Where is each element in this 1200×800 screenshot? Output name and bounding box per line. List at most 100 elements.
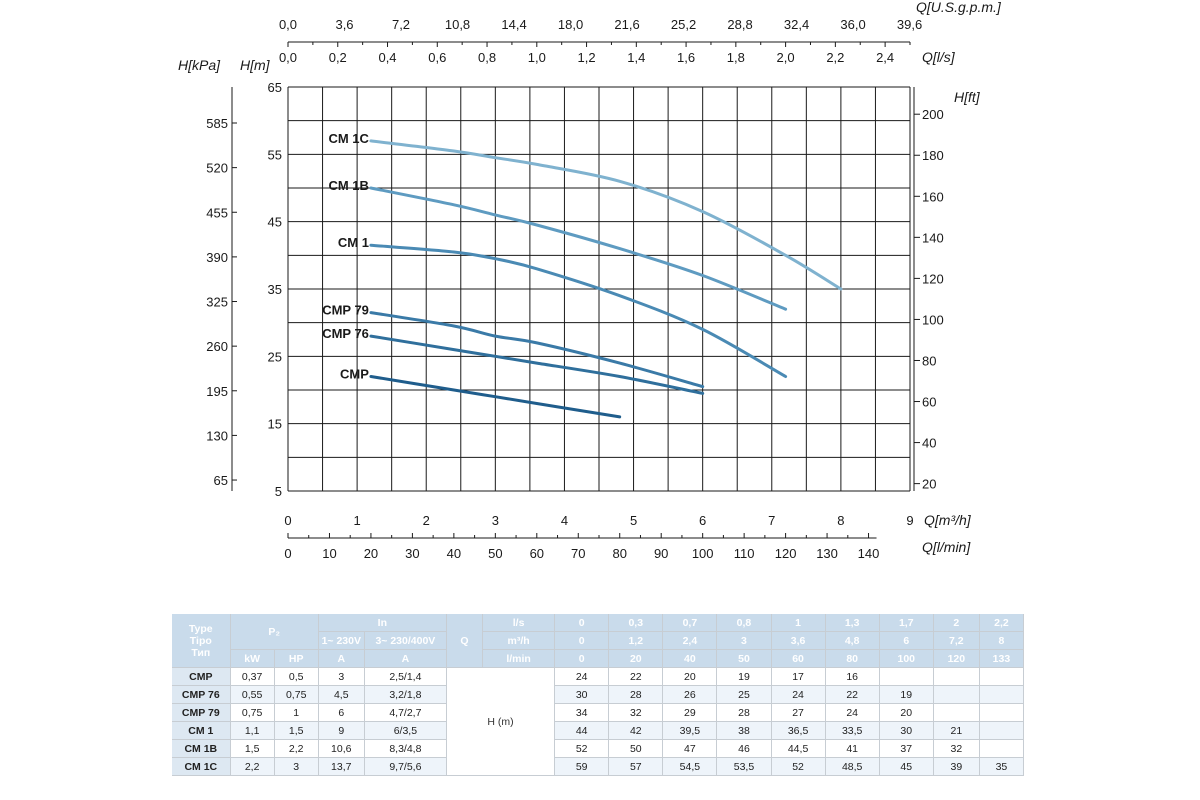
flow-m3h-cell: 1,2: [608, 631, 664, 650]
table-header-row-lmin: kW HP A A l/min 0 20 40 50 60 80 100 120…: [172, 649, 1025, 668]
q-m3h-tick-label: 2: [423, 513, 430, 528]
q-m3h-axis-title: Q[m³/h]: [924, 512, 972, 528]
flow-m3h-cell: 7,2: [933, 631, 980, 650]
head-value-cell: 50: [608, 739, 664, 758]
current-3ph-cell: 6/3,5: [364, 721, 447, 740]
q-usgpm-tick-label: 0,0: [279, 17, 297, 32]
head-value-cell: 32: [608, 703, 664, 722]
h-kpa-tick-label: 455: [206, 205, 228, 220]
curve-label-cmp-76: CMP 76: [322, 326, 369, 341]
h-ft-tick-label: 140: [922, 230, 944, 245]
head-value-cell: 42: [608, 721, 664, 740]
flow-ls-cell: 1,7: [879, 614, 934, 632]
table-row: CM 1 1,1 1,5 9 6/3,5 44 42 39,5 38 36,5 33,5 30 21: [172, 721, 1025, 740]
unit-m3h: m³/h: [482, 631, 556, 650]
head-value-cell: 17: [771, 667, 826, 686]
chart-axes: 5152535455565651301952603253904555205852…: [206, 17, 943, 561]
curve-label-cmp-79: CMP 79: [322, 303, 369, 318]
q-ls-axis-title: Q[l/s]: [922, 49, 956, 65]
hp-cell: 1,5: [274, 721, 319, 740]
h-ft-tick-label: 120: [922, 271, 944, 286]
q-m3h-tick-label: 1: [353, 513, 360, 528]
q-ls-tick-label: 1,0: [528, 50, 546, 65]
flow-ls-cell: 0: [554, 614, 610, 632]
a-three-header: A: [364, 649, 447, 668]
q-lmin-tick-label: 30: [405, 546, 419, 561]
curve-cmp: [369, 375, 622, 419]
head-value-cell: 57: [608, 757, 664, 776]
head-value-cell: 20: [879, 703, 934, 722]
kw-cell: 0,37: [230, 667, 275, 686]
hp-cell: 1: [274, 703, 319, 722]
q-ls-tick-label: 0,8: [478, 50, 496, 65]
head-value-cell: 22: [825, 685, 880, 704]
current-1ph-cell: 4,5: [318, 685, 365, 704]
curve-label-cm-1: CM 1: [338, 235, 369, 250]
table-header-row-m3h: 1~ 230V 3~ 230/400V m³/h 0 1,2 2,4 3 3,6…: [172, 631, 1025, 650]
q-lmin-tick-label: 70: [571, 546, 585, 561]
curve-cm-1c: [369, 139, 843, 291]
head-value-cell: 34: [554, 703, 610, 722]
head-value-cell: 28: [608, 685, 664, 704]
h-kpa-tick-label: 585: [206, 116, 228, 131]
q-lmin-tick-label: 0: [284, 546, 291, 561]
flow-m3h-cell: 8: [979, 631, 1025, 650]
hp-cell: 0,5: [274, 667, 319, 686]
q-m3h-tick-label: 6: [699, 513, 706, 528]
current-3ph-cell: 2,5/1,4: [364, 667, 447, 686]
flow-ls-cell: 1: [771, 614, 826, 632]
head-value-cell: 28: [716, 703, 772, 722]
head-value-cell: [933, 667, 980, 686]
head-value-cell: 30: [554, 685, 610, 704]
hp-cell: 3: [274, 757, 319, 776]
in-single-phase-header: 1~ 230V: [318, 631, 365, 650]
head-value-cell: 26: [662, 685, 718, 704]
q-ls-tick-label: 2,4: [876, 50, 894, 65]
q-usgpm-tick-label: 36,0: [840, 17, 865, 32]
table-body: CMP 0,37 0,5 3 2,5/1,4 H (m) 24 22 20 19 17 16 CMP 7…: [172, 667, 1025, 776]
q-ls-tick-label: 2,2: [826, 50, 844, 65]
current-3ph-cell: 3,2/1,8: [364, 685, 447, 704]
flow-lmin-cell: 120: [933, 649, 980, 668]
q-header: Q: [446, 614, 484, 668]
flow-ls-cell: 0,7: [662, 614, 718, 632]
head-value-cell: 39,5: [662, 721, 718, 740]
head-value-cell: [933, 685, 980, 704]
q-usgpm-tick-label: 28,8: [727, 17, 752, 32]
h-kpa-tick-label: 195: [206, 384, 228, 399]
q-ls-tick-label: 0,4: [378, 50, 396, 65]
head-value-cell: 54,5: [662, 757, 718, 776]
h-ft-tick-label: 180: [922, 148, 944, 163]
flow-m3h-cell: 3: [716, 631, 772, 650]
h-m-tick-label: 35: [268, 282, 282, 297]
q-ls-tick-label: 0,6: [428, 50, 446, 65]
h-ft-tick-label: 40: [922, 436, 936, 451]
h-kpa-axis-title: H[kPa]: [178, 57, 221, 73]
current-3ph-cell: 8,3/4,8: [364, 739, 447, 758]
q-ls-tick-label: 0,2: [329, 50, 347, 65]
head-value-cell: 36,5: [771, 721, 826, 740]
flow-m3h-cell: 6: [879, 631, 934, 650]
h-ft-tick-label: 20: [922, 477, 936, 492]
flow-m3h-cell: 2,4: [662, 631, 718, 650]
kw-cell: 1,5: [230, 739, 275, 758]
q-ls-tick-label: 2,0: [777, 50, 795, 65]
q-usgpm-tick-label: 10,8: [445, 17, 470, 32]
current-1ph-cell: 10,6: [318, 739, 365, 758]
kw-cell: 1,1: [230, 721, 275, 740]
flow-lmin-cell: 40: [662, 649, 718, 668]
h-ft-tick-label: 160: [922, 189, 944, 204]
table-row: CM 1B 1,5 2,2 10,6 8,3/4,8 52 50 47 46 44,5 41 37 32: [172, 739, 1025, 758]
q-usgpm-tick-label: 21,6: [614, 17, 639, 32]
head-value-cell: 45: [879, 757, 934, 776]
flow-lmin-cell: 80: [825, 649, 880, 668]
h-ft-axis-title: H[ft]: [954, 89, 981, 105]
type-cell: CMP 79: [172, 703, 231, 722]
type-cell: CM 1: [172, 721, 231, 740]
h-m-tick-label: 25: [268, 349, 282, 364]
flow-ls-cell: 2: [933, 614, 980, 632]
q-usgpm-tick-label: 25,2: [671, 17, 696, 32]
q-lmin-tick-label: 100: [692, 546, 714, 561]
table-row: CM 1C 2,2 3 13,7 9,7/5,6 59 57 54,5 53,5 52 48,5 45…: [172, 757, 1025, 776]
q-lmin-tick-label: 130: [816, 546, 838, 561]
